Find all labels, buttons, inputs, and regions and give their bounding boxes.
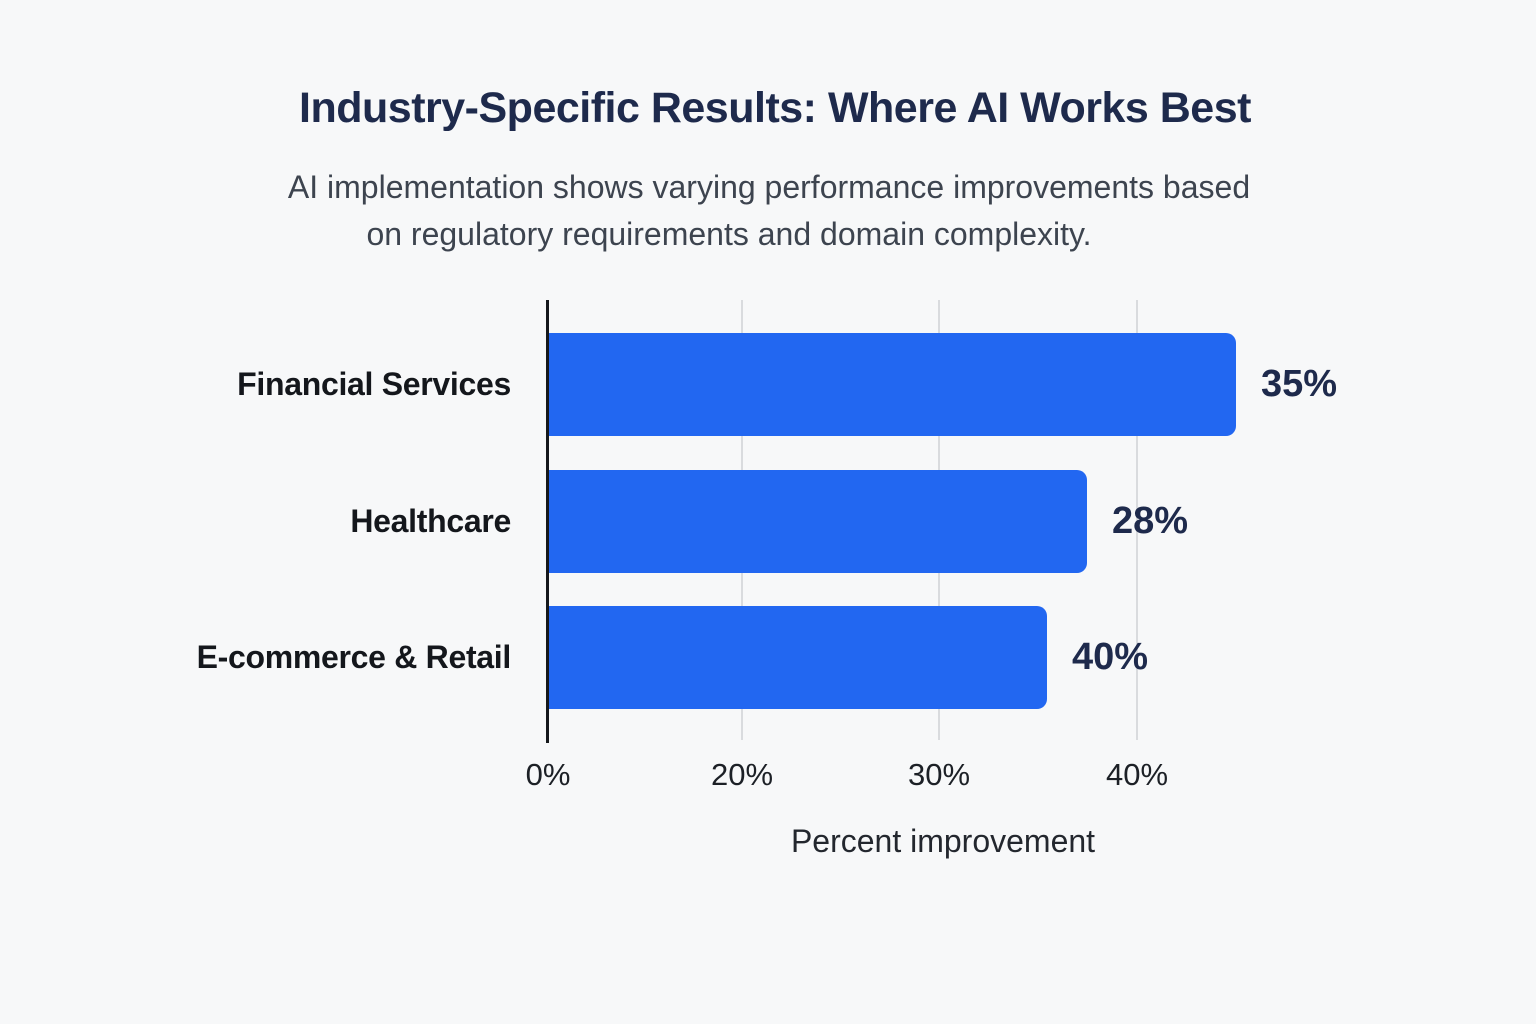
x-tick-label-30pct: 30% xyxy=(907,757,971,792)
value-label-ecommerce-retail: 40% xyxy=(1072,636,1149,678)
category-label-financial-services: Financial Services xyxy=(237,366,511,402)
chart-subtitle: AI implementation shows varying performa… xyxy=(2,164,1536,258)
bar-ecommerce-retail xyxy=(549,606,1047,709)
chart-title: Industry-Specific Results: Where AI Work… xyxy=(299,84,1251,132)
x-axis-title: Percent improvement xyxy=(790,823,1096,859)
value-label-financial-services: 35% xyxy=(1261,363,1338,405)
value-label-healthcare: 28% xyxy=(1112,500,1189,542)
x-tick-label-40pct: 40% xyxy=(1105,757,1169,792)
chart-subtitle-line-1: AI implementation shows varying performa… xyxy=(287,169,1251,205)
bar-healthcare xyxy=(549,470,1087,573)
plot-area: 35% 28% 40% 0% 20% 30% 40% Percent impro… xyxy=(526,300,1338,859)
bar-financial-services xyxy=(549,333,1236,436)
category-label-ecommerce-retail: E-commerce & Retail xyxy=(196,639,512,675)
category-label-healthcare: Healthcare xyxy=(350,503,511,539)
x-tick-label-20pct: 20% xyxy=(710,757,774,792)
x-tick-label-0pct: 0% xyxy=(525,757,571,792)
chart-subtitle-line-2: on regulatory requirements and domain co… xyxy=(366,216,1092,252)
y-axis-line xyxy=(546,300,549,743)
gridline-40pct xyxy=(1136,300,1138,740)
